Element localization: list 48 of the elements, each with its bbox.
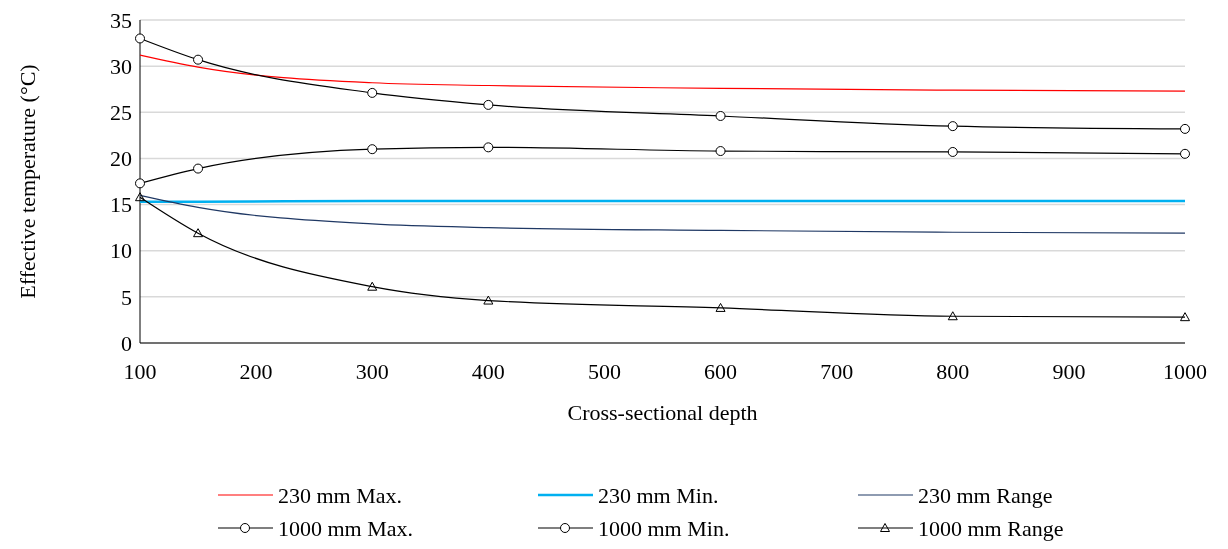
point bbox=[193, 163, 204, 174]
legend-label: 1000 mm Range bbox=[918, 515, 1064, 541]
x-tick-label: 100 bbox=[123, 359, 157, 384]
legend-label: 1000 mm Max. bbox=[278, 515, 414, 541]
legend-label: 230 mm Min. bbox=[598, 482, 719, 508]
y-tick-label: 10 bbox=[110, 238, 132, 264]
x-tick-label: 200 bbox=[239, 359, 273, 384]
x-tick-label: 700 bbox=[820, 359, 854, 384]
y-tick-label: 15 bbox=[110, 192, 132, 218]
point bbox=[947, 121, 958, 132]
point bbox=[1180, 123, 1190, 134]
x-tick-label: 1000 bbox=[1163, 359, 1207, 384]
x-tick-label: 500 bbox=[587, 359, 621, 384]
point bbox=[483, 142, 494, 153]
point bbox=[193, 54, 204, 65]
y-tick-label: 20 bbox=[110, 146, 132, 172]
point bbox=[367, 281, 378, 291]
x-axis-title: Cross-sectional depth bbox=[567, 400, 758, 425]
point bbox=[1180, 148, 1190, 159]
y-tick-label: 25 bbox=[110, 99, 132, 125]
point bbox=[135, 178, 145, 189]
x-tick-label: 300 bbox=[355, 359, 389, 384]
point bbox=[135, 192, 145, 202]
x-tick-label: 900 bbox=[1052, 359, 1086, 384]
x-tick-label: 600 bbox=[704, 359, 738, 384]
y-tick-label: 30 bbox=[110, 53, 132, 79]
point bbox=[483, 99, 494, 110]
point bbox=[135, 33, 145, 44]
point bbox=[193, 228, 204, 238]
point bbox=[947, 146, 958, 157]
point bbox=[367, 144, 378, 155]
line-series bbox=[139, 54, 1186, 92]
point bbox=[715, 146, 726, 157]
x-tick-label: 800 bbox=[936, 359, 970, 384]
point bbox=[947, 311, 958, 321]
point bbox=[715, 302, 726, 312]
y-tick-label: 35 bbox=[110, 7, 132, 33]
x-tick-label: 400 bbox=[471, 359, 505, 384]
legend-label: 230 mm Range bbox=[918, 482, 1053, 508]
y-tick-label: 0 bbox=[121, 330, 132, 356]
y-axis-title: Effective temperature (°C) bbox=[15, 64, 40, 299]
y-tick-label: 5 bbox=[121, 284, 132, 310]
point bbox=[715, 110, 726, 121]
point bbox=[1180, 312, 1190, 322]
point bbox=[367, 87, 378, 98]
legend-label: 1000 mm Min. bbox=[598, 515, 730, 541]
legend-label: 230 mm Max. bbox=[278, 482, 403, 508]
point bbox=[483, 295, 494, 305]
